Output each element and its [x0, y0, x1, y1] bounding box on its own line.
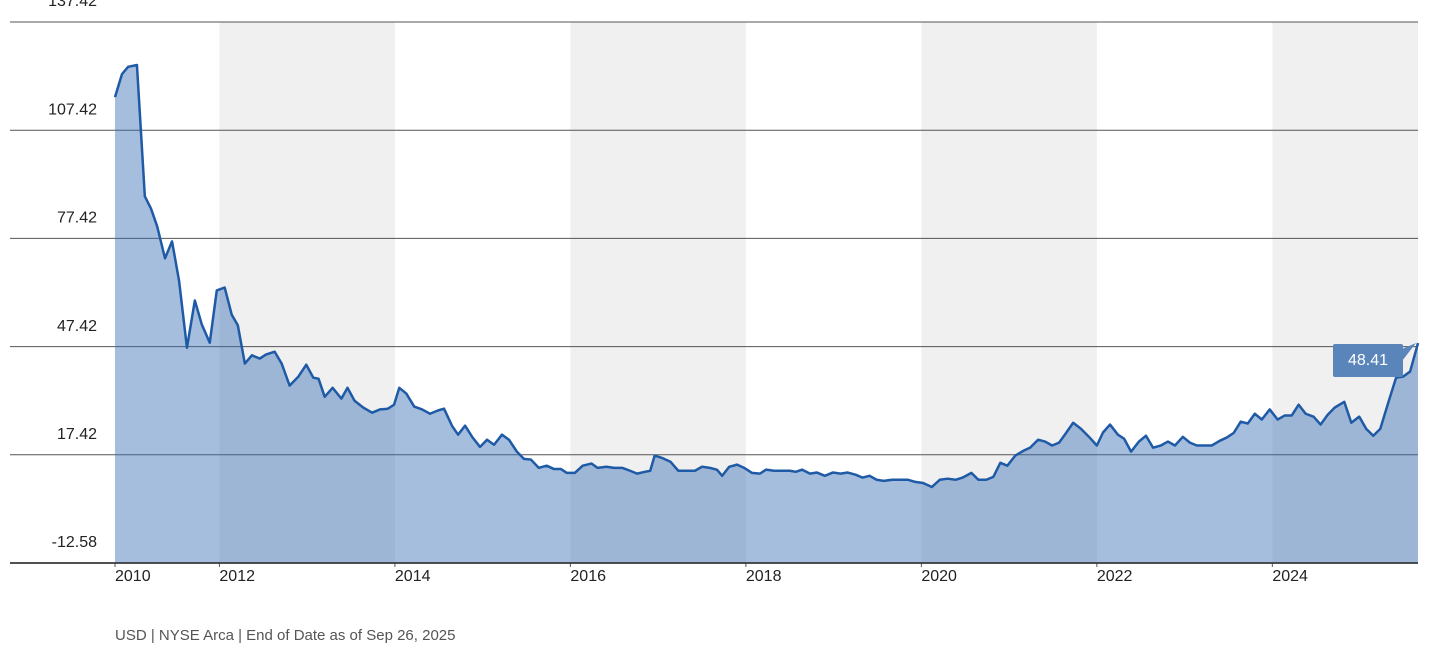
y-tick-label: 47.42 [57, 318, 97, 335]
y-tick-label: 77.42 [57, 210, 97, 227]
callout-pointer [1402, 343, 1416, 362]
y-tick-label: 17.42 [57, 426, 97, 443]
x-tick-label: 2018 [746, 568, 782, 585]
band [921, 22, 1097, 563]
x-tick-label: 2020 [921, 568, 957, 585]
last-value-label: 48.41 [1348, 352, 1388, 369]
y-tick-label: 107.42 [48, 101, 97, 118]
bands [219, 22, 1418, 563]
y-tick-label: -12.58 [52, 534, 97, 551]
callout-box [1333, 344, 1403, 378]
band [1272, 22, 1418, 563]
x-tick-label: 2024 [1272, 568, 1308, 585]
x-tick-label: 2014 [395, 568, 431, 585]
band [570, 22, 746, 563]
x-tick-label: 2010 [115, 568, 151, 585]
plot [113, 63, 1420, 564]
x-tick-label: 2016 [570, 568, 606, 585]
x-tick-label: 2012 [219, 568, 255, 585]
line [113, 63, 1420, 489]
labels: -12.58 17.42 47.42 77.42 107.42 137.42 2010 201… [10, 0, 1418, 585]
footnote: USD | NYSE Arca | End of Date as of Sep … [115, 627, 455, 644]
band [219, 22, 395, 563]
y-tick-label: 137.42 [48, 0, 97, 10]
area [115, 64, 1418, 564]
x-tick-label: 2022 [1097, 568, 1133, 585]
